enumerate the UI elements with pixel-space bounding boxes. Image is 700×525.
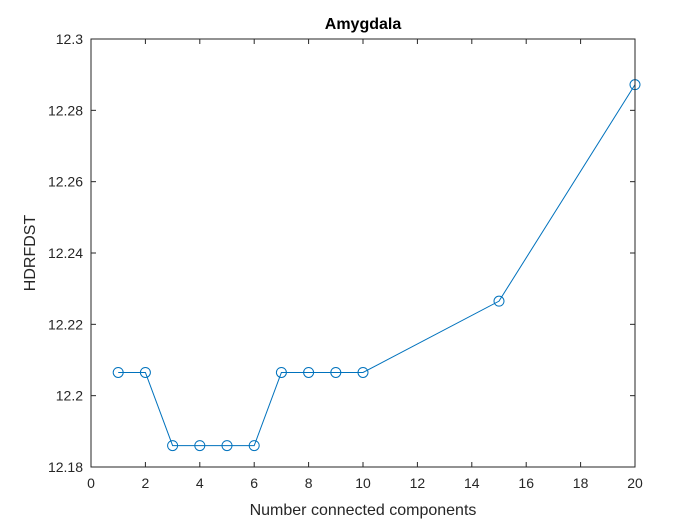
y-axis-title: HDRFDST (22, 215, 39, 292)
tick-labels: 0 2 4 6 8 10 12 14 16 18 20 12.18 12.2 12.22 12.24 12.2… (48, 31, 643, 491)
data-point (112, 366, 124, 378)
y-tick-label: 12.18 (48, 459, 83, 475)
y-tick-label: 12.2 (56, 388, 83, 404)
x-tick-label: 10 (355, 475, 371, 491)
axes-box (90, 38, 636, 468)
y-tick-label: 12.3 (56, 31, 83, 47)
y-tick-label: 12.22 (48, 316, 83, 332)
y-tick-label: 12.28 (48, 102, 83, 118)
y-tick-label: 12.24 (48, 245, 83, 261)
y-tick-label: 12.26 (48, 174, 83, 190)
x-axis-title: Number connected components (250, 502, 477, 519)
x-tick-label: 8 (305, 475, 313, 491)
data-point (303, 366, 315, 378)
x-tick-label: 18 (573, 475, 589, 491)
data-point (167, 440, 179, 452)
chart-title: Amygdala (325, 16, 402, 33)
x-tick-label: 0 (87, 475, 95, 491)
data-point (275, 366, 287, 378)
x-tick-label: 20 (627, 475, 643, 491)
x-tick-label: 4 (196, 475, 204, 491)
x-tick-label: 16 (518, 475, 534, 491)
data-point (221, 440, 233, 452)
data-point (248, 440, 260, 452)
data-point (194, 440, 206, 452)
series-line (118, 84, 636, 447)
x-tick-label: 6 (250, 475, 258, 491)
x-tick-label: 2 (142, 475, 150, 491)
x-tick-label: 12 (410, 475, 426, 491)
plot-area (91, 39, 635, 467)
data-point (357, 366, 369, 378)
data-point (493, 295, 505, 307)
data-series (112, 79, 641, 452)
data-point (139, 366, 151, 378)
data-point (330, 366, 342, 378)
x-tick-label: 14 (464, 475, 480, 491)
